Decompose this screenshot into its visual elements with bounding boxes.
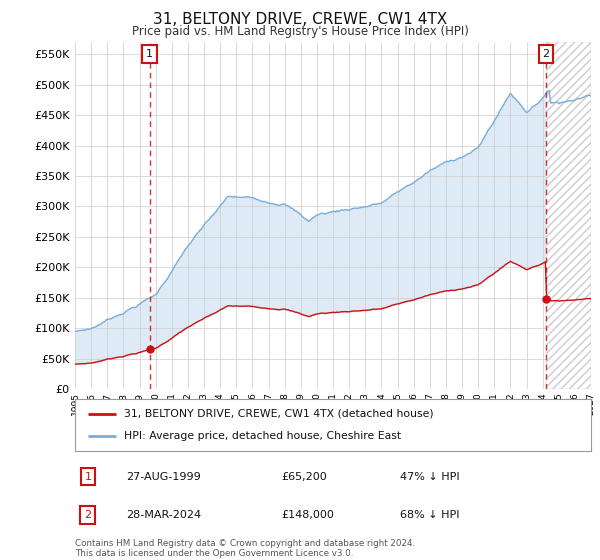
Text: 1: 1 <box>85 472 91 482</box>
Text: HPI: Average price, detached house, Cheshire East: HPI: Average price, detached house, Ches… <box>124 431 401 441</box>
Text: £148,000: £148,000 <box>281 510 334 520</box>
Text: £65,200: £65,200 <box>281 472 327 482</box>
Text: 2: 2 <box>85 510 91 520</box>
Text: 1: 1 <box>146 49 153 59</box>
Text: 27-AUG-1999: 27-AUG-1999 <box>127 472 202 482</box>
Text: 28-MAR-2024: 28-MAR-2024 <box>127 510 202 520</box>
Text: 31, BELTONY DRIVE, CREWE, CW1 4TX (detached house): 31, BELTONY DRIVE, CREWE, CW1 4TX (detac… <box>124 409 434 419</box>
Text: Contains HM Land Registry data © Crown copyright and database right 2024.
This d: Contains HM Land Registry data © Crown c… <box>75 539 415 558</box>
Text: Price paid vs. HM Land Registry's House Price Index (HPI): Price paid vs. HM Land Registry's House … <box>131 25 469 38</box>
Text: 47% ↓ HPI: 47% ↓ HPI <box>400 472 460 482</box>
Text: 31, BELTONY DRIVE, CREWE, CW1 4TX: 31, BELTONY DRIVE, CREWE, CW1 4TX <box>153 12 447 27</box>
Text: 2: 2 <box>542 49 550 59</box>
Text: 68% ↓ HPI: 68% ↓ HPI <box>400 510 460 520</box>
